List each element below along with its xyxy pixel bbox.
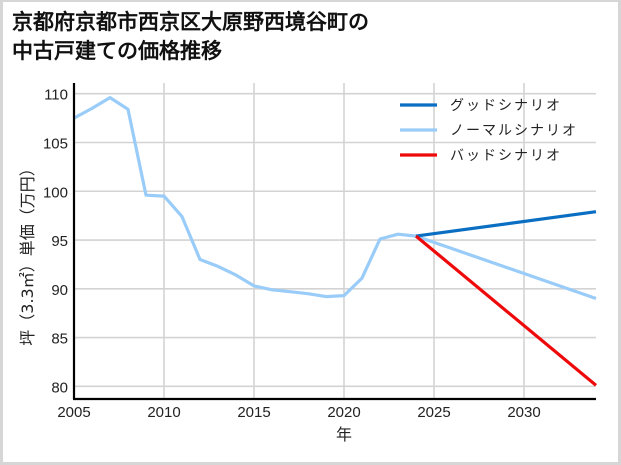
x-tick-label: 2030 [507, 404, 540, 421]
y-tick-label: 100 [43, 184, 68, 201]
x-axis-label: 年 [336, 425, 352, 444]
x-tick-label: 2015 [237, 404, 270, 421]
legend-label-good: グッドシナリオ [450, 98, 562, 114]
x-tick-label: 2025 [417, 404, 450, 421]
chart-title-line-1: 京都府京都市西京区大原野西境谷町の [12, 10, 369, 34]
y-tick-label: 80 [51, 379, 68, 396]
legend-label-normal: ノーマルシナリオ [450, 123, 578, 139]
y-tick-label: 95 [51, 233, 68, 250]
y-tick-label: 110 [44, 87, 68, 104]
legend-label-bad: バッドシナリオ [450, 148, 562, 164]
series-normal-line [73, 95, 597, 301]
y-axis-label: 坪（3.3㎡）単価（万円） [18, 160, 37, 345]
series-bad-line [414, 234, 598, 387]
series-good-line [415, 210, 597, 238]
tick-labels: 80 85 90 95 100 105 110 2005 2010 2015 2020 2025 203… [43, 87, 541, 421]
y-tick-label: 105 [43, 135, 68, 152]
y-tick-label: 85 [51, 331, 68, 348]
x-tick-label: 2010 [147, 404, 180, 421]
series-lines [73, 95, 598, 387]
chart-title-line-2: 中古戸建ての価格推移 [12, 39, 222, 63]
axes [72, 83, 596, 401]
chart-title: 京都府京都市西京区大原野西境谷町の 中古戸建ての価格推移 [12, 8, 572, 66]
x-tick-label: 2020 [327, 404, 360, 421]
y-tick-label: 90 [51, 282, 68, 299]
x-tick-label: 2005 [57, 404, 90, 421]
